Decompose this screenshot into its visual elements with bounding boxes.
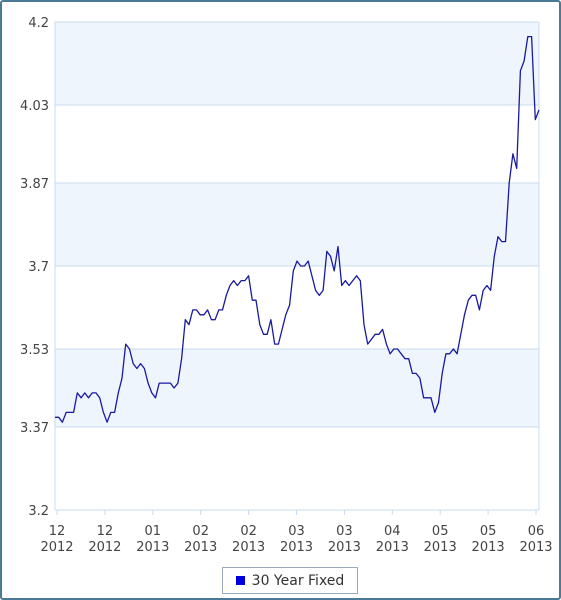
x-tick-label-year: 2012	[40, 540, 73, 555]
y-tick-label: 3.2	[28, 504, 49, 519]
x-tick-label-year: 2013	[519, 540, 552, 555]
x-tick-label-month: 12	[49, 524, 66, 539]
plot-band	[55, 348, 539, 428]
x-tick-label-month: 02	[240, 524, 257, 539]
x-tick-label-month: 05	[480, 524, 497, 539]
y-tick-label: 4.03	[20, 99, 49, 114]
x-tick-label-year: 2013	[424, 540, 457, 555]
plot-band	[55, 22, 539, 105]
x-tick-label-month: 04	[384, 524, 401, 539]
plot-band	[55, 183, 539, 266]
x-tick-label-month: 02	[192, 524, 209, 539]
x-tick-label-year: 2013	[136, 540, 169, 555]
y-tick-label: 3.7	[28, 260, 49, 275]
x-tick-label-year: 2013	[280, 540, 313, 555]
x-tick-label-year: 2013	[184, 540, 217, 555]
x-tick-label-month: 03	[336, 524, 353, 539]
x-tick-label-year: 2013	[472, 540, 505, 555]
series-line-30-year-fixed	[55, 35, 540, 423]
x-tick-label-year: 2012	[88, 540, 121, 555]
x-tick-label-month: 03	[288, 524, 305, 539]
x-tick-label-year: 2013	[376, 540, 409, 555]
x-tick-label-year: 2013	[328, 540, 361, 555]
legend-swatch	[235, 576, 245, 585]
legend-label: 30 Year Fixed	[251, 572, 345, 589]
x-tick-label-month: 12	[97, 524, 114, 539]
x-tick-label-month: 01	[145, 524, 162, 539]
y-tick-label: 4.2	[28, 16, 49, 31]
y-tick-label: 3.53	[20, 343, 49, 358]
x-tick-label-month: 05	[432, 524, 449, 539]
x-tick-label-year: 2013	[232, 540, 265, 555]
y-tick-label: 3.37	[20, 421, 49, 436]
y-tick-label: 3.87	[20, 177, 49, 192]
legend[interactable]: 30 Year Fixed	[222, 567, 358, 594]
x-tick-label-month: 06	[528, 524, 545, 539]
